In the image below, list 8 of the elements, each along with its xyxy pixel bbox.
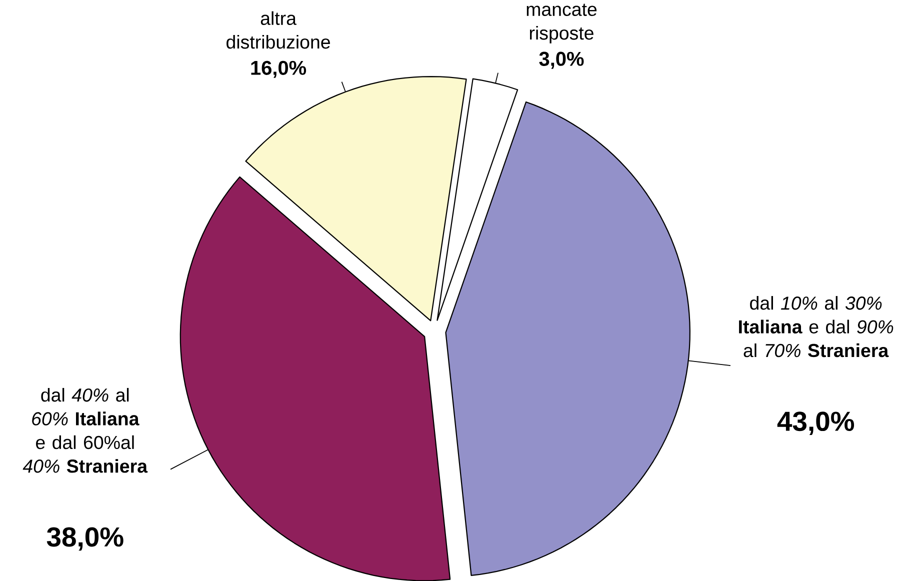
data-label: 43,0% [777,411,854,435]
category-label: dal 40% al 60% Italiana e dal 60%al 40% Straniera [22,388,148,473]
data-label: 3,0% [539,52,584,69]
category-label: dal 10% al 30% Italiana e dal 90% al 70% Straniera [739,296,894,358]
slice-label: altra distribuzione [226,11,330,49]
data-label: 16,0% [251,60,306,78]
slice-label: mancate risposte [526,4,597,44]
data-label: 38,0% [46,527,124,551]
